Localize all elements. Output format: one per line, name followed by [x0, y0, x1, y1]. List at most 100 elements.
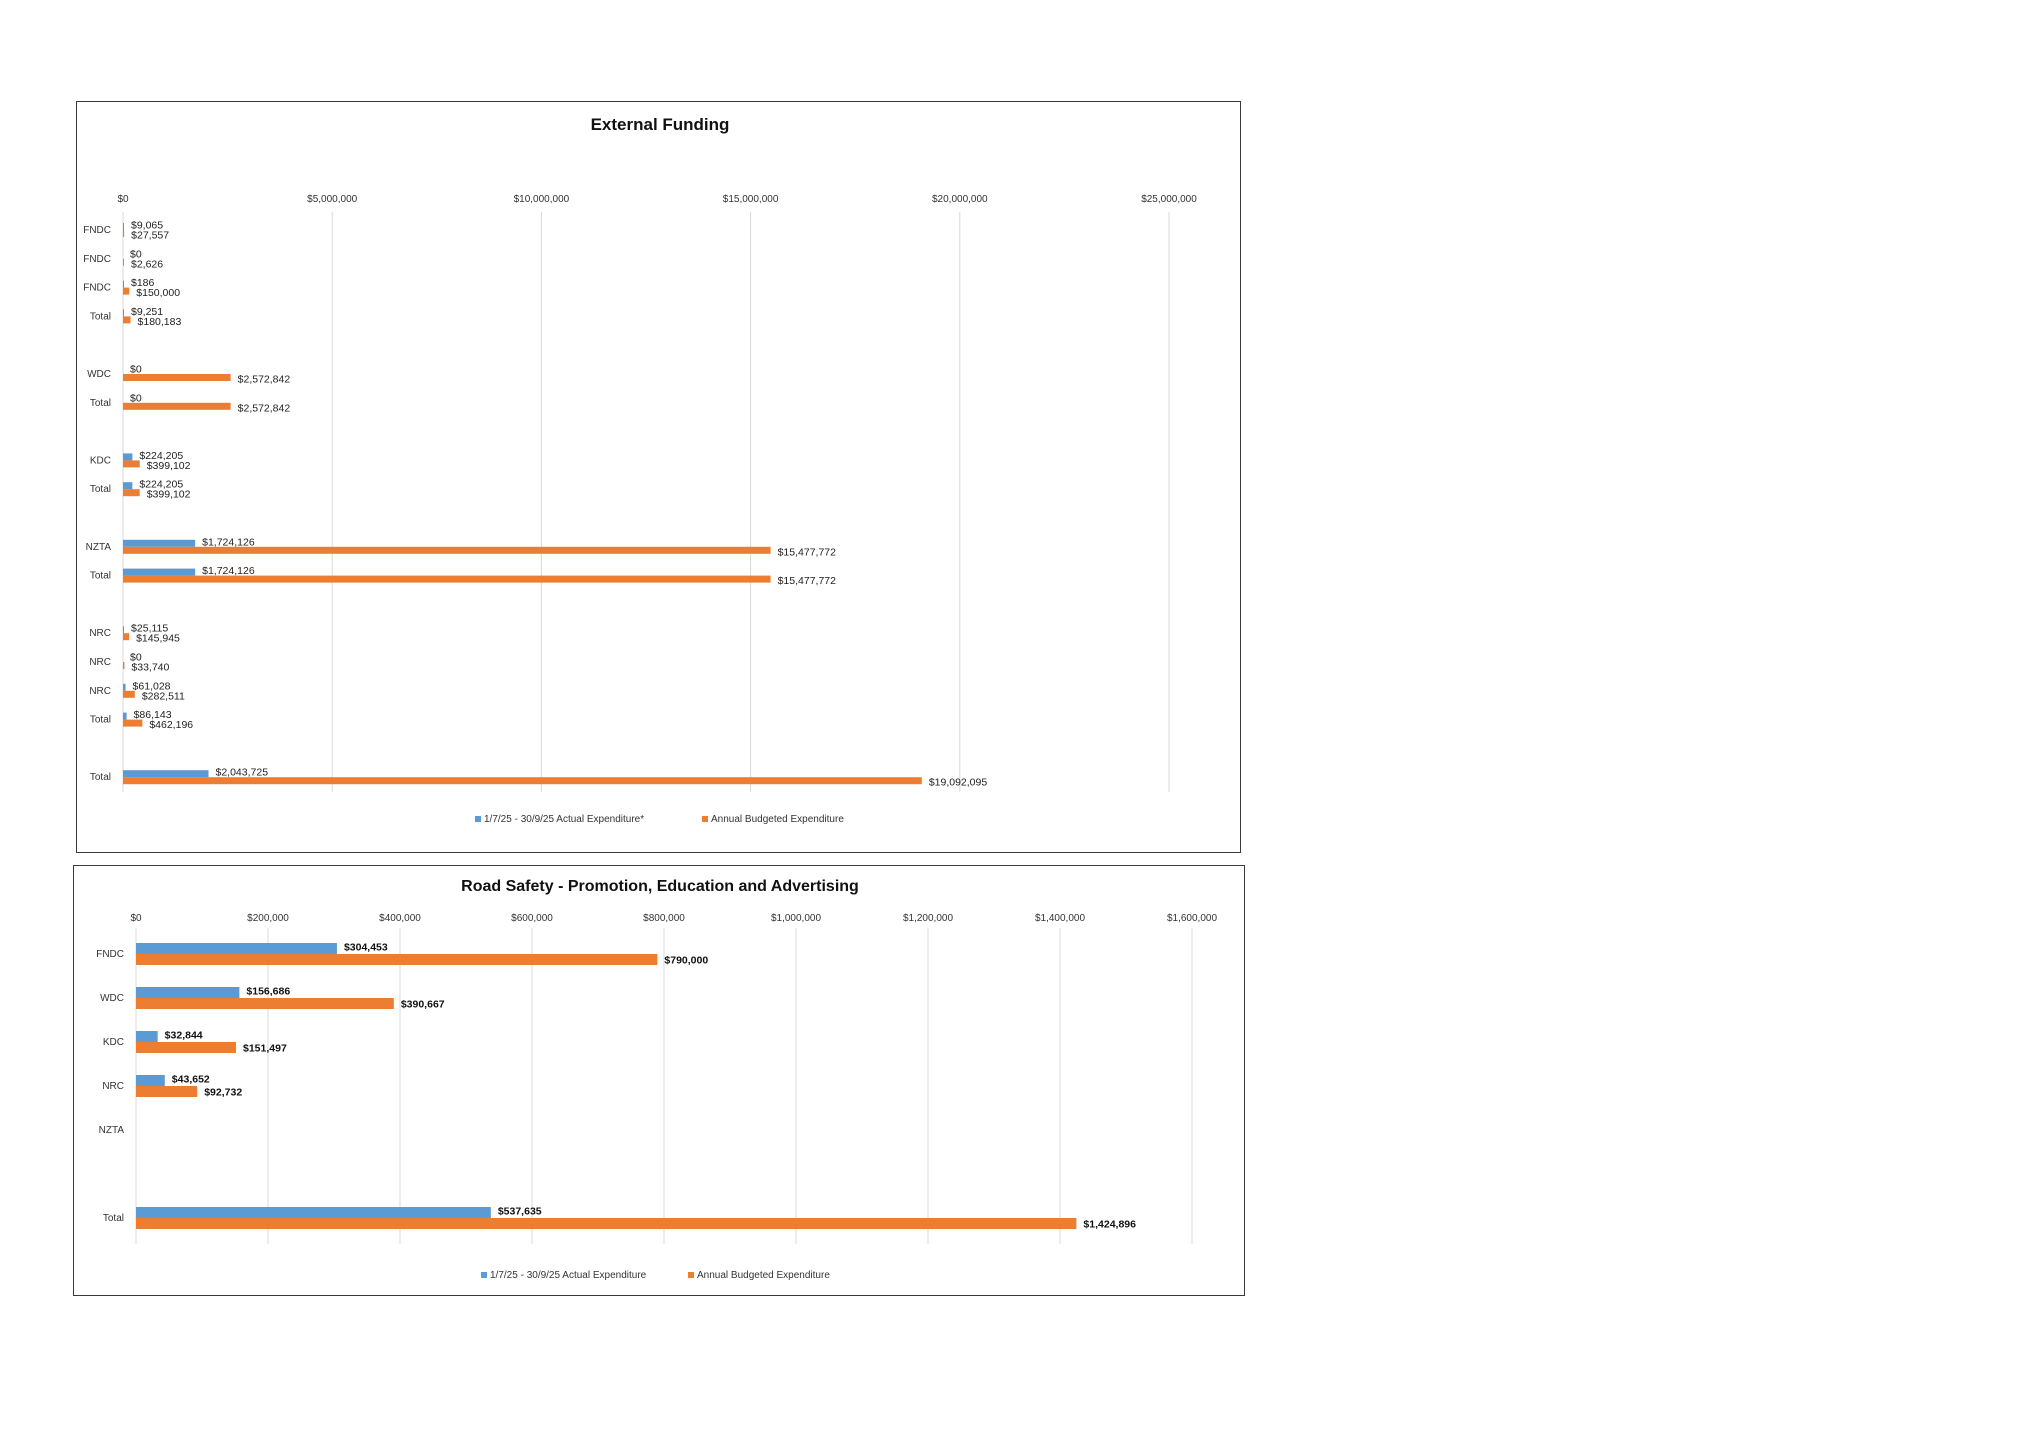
- rs-category-label: NZTA: [99, 1125, 125, 1136]
- ef-data-label-budget: $399,102: [147, 460, 191, 472]
- ef-tick-label: $0: [117, 194, 129, 205]
- rs-category-label: KDC: [103, 1037, 124, 1048]
- ef-category-label: FNDC: [83, 254, 111, 265]
- ef-data-label-actual: $1,724,126: [202, 536, 255, 548]
- ef-category-label: KDC: [90, 455, 111, 466]
- rs-data-label-budget: $1,424,896: [1083, 1219, 1136, 1231]
- rs-tick-label: $200,000: [247, 913, 289, 924]
- rs-tick-label: $1,200,000: [903, 913, 953, 924]
- ef-bar-budget-total: [123, 402, 231, 410]
- ef-bar-budget-wdc: [123, 374, 231, 381]
- rs-bar-actual-fndc: [136, 943, 337, 954]
- rs-bar-actual-total: [136, 1207, 491, 1218]
- ef-bar-budget-nrc: [123, 633, 130, 641]
- ef-bar-actual-fndc: [123, 280, 124, 288]
- ef-bar-actual-total: [123, 309, 124, 317]
- ef-data-label-budget: $27,557: [131, 230, 169, 242]
- rs-bar-actual-nrc: [136, 1075, 165, 1086]
- ef-data-label-actual: $0: [130, 364, 142, 376]
- ef-bar-budget-fndc: [123, 287, 130, 295]
- external-funding-svg: External Funding $0 $5,000,000 $10,000,000 $…: [83, 115, 1197, 825]
- ef-category-label: WDC: [87, 369, 111, 380]
- ef-legend-label-actual: 1/7/25 - 30/9/25 Actual Expenditure*: [484, 814, 644, 825]
- rs-bar-budget-nrc: [136, 1086, 198, 1097]
- rs-category-label: NRC: [102, 1081, 124, 1092]
- rs-data-label-actual: $43,652: [172, 1074, 210, 1086]
- ef-tick-label: $25,000,000: [1141, 194, 1197, 205]
- ef-bar-actual-nrc: [123, 626, 125, 634]
- ef-bar-budget-kdc: [123, 460, 140, 468]
- ef-data-label-budget: $2,572,842: [238, 374, 291, 386]
- ef-chart-title: External Funding: [591, 115, 730, 134]
- rs-bar-actual-wdc: [136, 987, 240, 998]
- rs-tick-label: $1,400,000: [1035, 913, 1085, 924]
- road-safety-chart: Road Safety - Promotion, Education and A…: [73, 865, 1245, 1296]
- ef-data-label-actual: $9,251: [131, 306, 163, 318]
- ef-bar-budget-nrc: [123, 662, 125, 669]
- rs-legend-swatch-budget: [688, 1272, 694, 1278]
- rs-legend-label-budget: Annual Budgeted Expenditure: [697, 1270, 830, 1281]
- ef-data-label-actual: $2,043,725: [216, 767, 269, 779]
- ef-category-label: Total: [90, 398, 111, 409]
- ef-data-label-budget: $462,196: [149, 719, 193, 731]
- ef-legend-swatch-actual: [475, 816, 481, 822]
- ef-data-label-budget: $19,092,095: [929, 777, 988, 789]
- ef-category-label: Total: [90, 311, 111, 322]
- ef-category-label: FNDC: [83, 283, 111, 294]
- ef-data-label-actual: $86,143: [134, 709, 172, 721]
- ef-bar-actual-total: [123, 482, 133, 490]
- rs-tick-label: $600,000: [511, 913, 553, 924]
- ef-bar-budget-total: [123, 719, 143, 727]
- ef-data-label-budget: $150,000: [136, 287, 180, 299]
- ef-bar-budget-total: [123, 575, 771, 583]
- ef-data-label-actual: $1,724,126: [202, 565, 255, 577]
- ef-category-label: NRC: [89, 686, 111, 697]
- ef-data-label-budget: $15,477,772: [778, 546, 837, 558]
- rs-bar-budget-kdc: [136, 1042, 236, 1053]
- ef-bar-actual-nzta: [123, 539, 196, 547]
- ef-bar-actual-kdc: [123, 453, 133, 461]
- ef-data-label-budget: $15,477,772: [778, 575, 837, 587]
- ef-tick-label: $5,000,000: [307, 194, 357, 205]
- ef-tick-label: $10,000,000: [514, 194, 570, 205]
- rs-category-label: Total: [103, 1213, 124, 1224]
- rs-tick-label: $1,000,000: [771, 913, 821, 924]
- ef-legend-label-budget: Annual Budgeted Expenditure: [711, 814, 844, 825]
- ef-category-label: NRC: [89, 628, 111, 639]
- ef-data-label-budget: $33,740: [131, 662, 169, 674]
- rs-data-label-actual: $304,453: [344, 942, 388, 954]
- ef-data-label-budget: $145,945: [136, 633, 180, 645]
- rs-legend-label-actual: 1/7/25 - 30/9/25 Actual Expenditure: [490, 1270, 647, 1281]
- ef-data-label-budget: $2,626: [131, 258, 163, 270]
- ef-data-label-budget: $2,572,842: [238, 402, 291, 414]
- rs-tick-label: $0: [130, 913, 142, 924]
- external-funding-chart: External Funding $0 $5,000,000 $10,000,000 $…: [76, 101, 1241, 853]
- ef-data-label-budget: $180,183: [138, 316, 182, 328]
- ef-bar-budget-total: [123, 489, 140, 497]
- ef-category-label: Total: [90, 484, 111, 495]
- ef-data-label-actual: $25,115: [131, 623, 168, 635]
- ef-category-label: Total: [90, 772, 111, 783]
- rs-bar-budget-fndc: [136, 954, 658, 965]
- ef-bar-budget-nrc: [123, 690, 135, 698]
- ef-category-label: NZTA: [86, 542, 112, 553]
- rs-data-label-actual: $156,686: [246, 986, 290, 998]
- ef-tick-label: $15,000,000: [723, 194, 779, 205]
- rs-tick-label: $800,000: [643, 913, 685, 924]
- ef-data-label-actual: $0: [130, 248, 142, 260]
- ef-category-label: FNDC: [83, 225, 111, 236]
- ef-category-label: Total: [90, 715, 111, 726]
- rs-tick-label: $400,000: [379, 913, 421, 924]
- ef-data-label-actual: $9,065: [131, 220, 163, 232]
- rs-data-label-budget: $151,497: [243, 1043, 287, 1055]
- rs-tick-label: $1,600,000: [1167, 913, 1217, 924]
- ef-data-label-actual: $61,028: [133, 680, 171, 692]
- rs-data-label-actual: $537,635: [498, 1206, 542, 1218]
- rs-category-label: WDC: [100, 993, 124, 1004]
- rs-bar-actual-kdc: [136, 1031, 158, 1042]
- rs-chart-title: Road Safety - Promotion, Education and A…: [461, 878, 859, 895]
- ef-data-label-actual: $186: [131, 277, 155, 289]
- ef-bar-budget-fndc: [123, 230, 125, 237]
- rs-data-label-budget: $390,667: [401, 999, 445, 1011]
- ef-bar-actual-total: [123, 568, 196, 576]
